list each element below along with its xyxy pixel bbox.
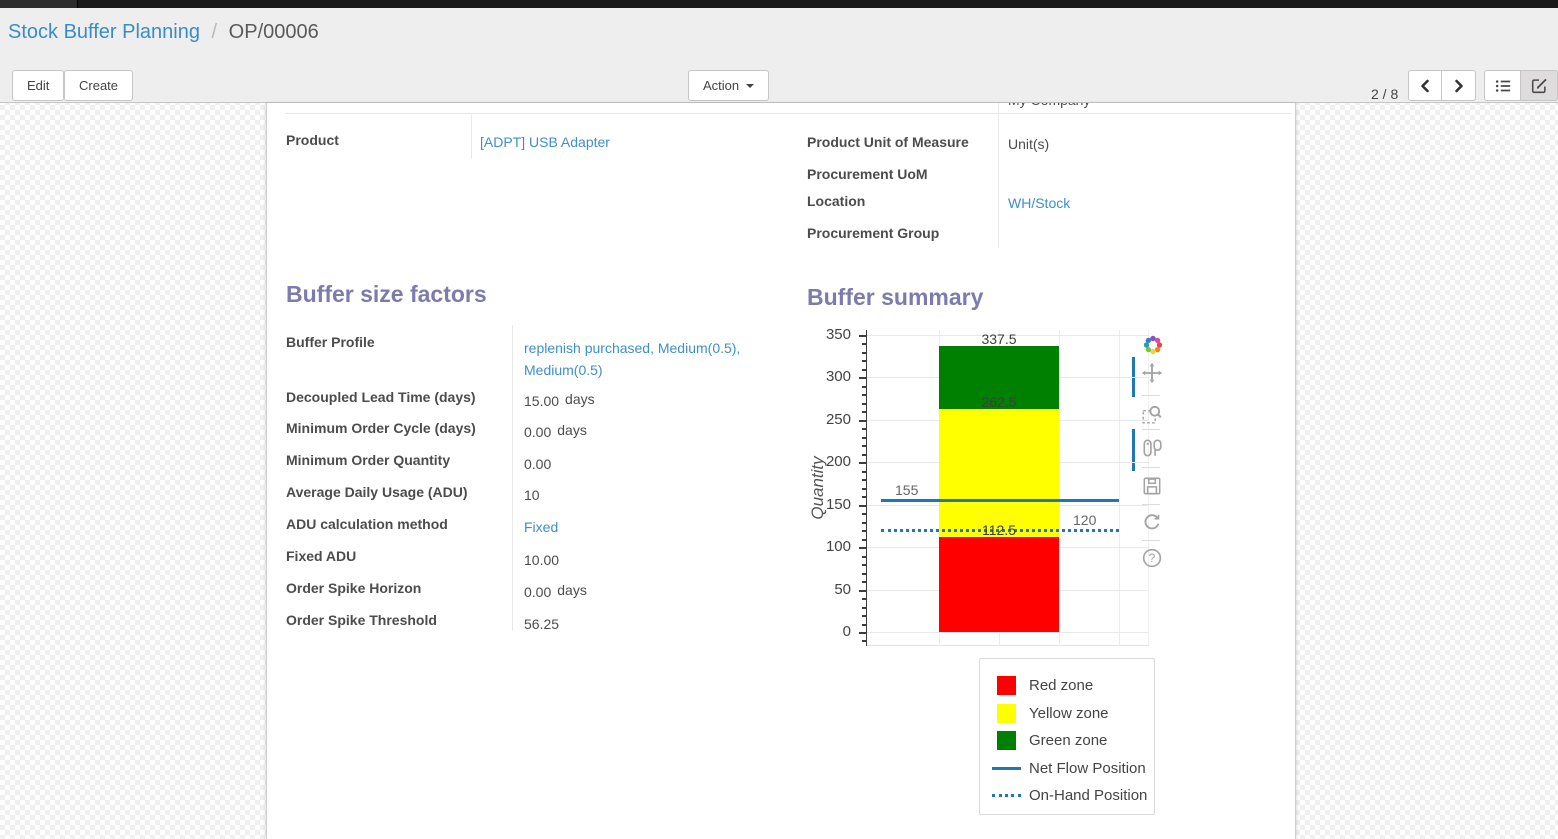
hover-compare-icon[interactable] <box>1141 437 1165 461</box>
adu-method-label: ADU calculation method <box>286 516 448 532</box>
net-flow-line-swatch-icon <box>990 766 1022 770</box>
plotly-logo-icon[interactable] <box>1141 333 1165 357</box>
breadcrumb-parent-link[interactable]: Stock Buffer Planning <box>8 21 200 43</box>
decoupled-lead-time-value: 15.00 days <box>524 391 595 409</box>
modebar-separator <box>1142 467 1160 468</box>
form-view-icon <box>1531 78 1547 93</box>
action-label: Action <box>703 78 740 93</box>
chevron-right-icon <box>1454 79 1463 92</box>
create-button[interactable]: Create <box>64 70 134 101</box>
product-uom-label: Product Unit of Measure <box>807 134 969 150</box>
order-spike-horizon-value: 0.00 days <box>524 582 587 600</box>
caret-down-icon <box>746 83 755 88</box>
view-switcher <box>1484 70 1558 101</box>
location-label: Location <box>807 193 866 209</box>
legend-item[interactable]: On-Hand Position <box>980 782 1154 810</box>
location-value-link[interactable]: WH/Stock <box>1008 195 1071 211</box>
modebar-separator <box>1142 395 1160 396</box>
control-panel: Stock Buffer Planning / OP/00006 Edit Cr… <box>0 8 1558 103</box>
pager-buttons <box>1408 70 1476 101</box>
modebar-separator <box>1142 540 1160 541</box>
product-cell-divider <box>471 115 472 159</box>
box-zoom-icon[interactable] <box>1141 403 1165 427</box>
modebar-active-indicator <box>1132 357 1135 397</box>
pager-counter: 2 / 8 <box>1371 86 1399 102</box>
modebar-active-indicator <box>1132 429 1135 471</box>
fixed-adu-value: 10.00 <box>524 552 560 568</box>
adu-value: 10 <box>524 487 540 503</box>
clipped-row-divider <box>998 103 999 113</box>
breadcrumb-current: OP/00006 <box>228 21 319 43</box>
clipped-row-border <box>286 113 1291 114</box>
product-label: Product <box>286 132 339 148</box>
action-dropdown-button[interactable]: Action <box>688 70 770 101</box>
pan-icon[interactable] <box>1141 362 1165 386</box>
on-hand-line-swatch-icon <box>990 794 1022 798</box>
form-sheet: My Company Product [ADPT] USB Adapter Pr… <box>266 103 1296 839</box>
chart-modebar: ? <box>1132 333 1168 583</box>
buffer-profile-label: Buffer Profile <box>286 334 375 350</box>
factors-divider <box>512 325 513 631</box>
y-axis-title: Quantity <box>808 456 827 520</box>
fixed-adu-label: Fixed ADU <box>286 548 357 564</box>
adu-label: Average Daily Usage (ADU) <box>286 484 468 500</box>
chart-legend: Red zone Yellow zone Green zone Net Flow… <box>979 658 1155 815</box>
pager-next-button[interactable] <box>1442 70 1476 101</box>
list-view-button[interactable] <box>1484 70 1521 101</box>
buffer-summary-title: Buffer summary <box>807 284 984 310</box>
procurement-uom-label: Procurement UoM <box>807 166 928 182</box>
help-icon[interactable]: ? <box>1141 547 1165 571</box>
legend-item[interactable]: Green zone <box>980 727 1154 755</box>
top-menu-strip-left <box>0 0 78 8</box>
list-view-icon <box>1495 79 1510 92</box>
legend-item[interactable]: Net Flow Position <box>980 755 1154 783</box>
legend-item[interactable]: Yellow zone <box>980 700 1154 728</box>
edit-button[interactable]: Edit <box>12 70 65 101</box>
procurement-group-label: Procurement Group <box>807 225 940 241</box>
company-field-clipped: My Company <box>1008 103 1158 112</box>
breadcrumb: Stock Buffer Planning / OP/00006 <box>8 21 319 44</box>
product-value-link[interactable]: [ADPT] USB Adapter <box>480 134 610 150</box>
y-axis-ticks <box>859 330 866 652</box>
modebar-separator <box>1142 504 1160 505</box>
save-icon[interactable] <box>1141 475 1165 499</box>
reset-axes-icon[interactable] <box>1141 511 1165 535</box>
order-spike-threshold-value: 56.25 <box>524 616 560 632</box>
green-zone-swatch-icon <box>990 731 1022 751</box>
min-order-cycle-label: Minimum Order Cycle (days) <box>286 420 476 436</box>
red-zone-swatch-icon <box>990 676 1022 696</box>
legend-item[interactable]: Red zone <box>980 672 1154 700</box>
order-spike-threshold-label: Order Spike Threshold <box>286 612 437 628</box>
min-order-qty-label: Minimum Order Quantity <box>286 452 451 468</box>
min-order-cycle-value: 0.00 days <box>524 422 587 440</box>
decoupled-lead-time-label: Decoupled Lead Time (days) <box>286 389 476 405</box>
svg-text:?: ? <box>1149 551 1156 565</box>
breadcrumb-separator: / <box>211 21 218 43</box>
order-spike-horizon-label: Order Spike Horizon <box>286 580 422 596</box>
pager-previous-button[interactable] <box>1408 70 1442 101</box>
adu-method-value-link[interactable]: Fixed <box>524 519 559 535</box>
product-uom-value: Unit(s) <box>1008 136 1050 152</box>
yellow-zone-swatch-icon <box>990 703 1022 723</box>
plot-area[interactable]: 155 120 112.5 262.5 337.5 <box>867 330 1149 646</box>
min-order-qty-value: 0.00 <box>524 456 552 472</box>
buffer-size-factors-title: Buffer size factors <box>286 281 487 307</box>
modebar-separator <box>1142 429 1160 430</box>
top-menu-strip <box>0 0 1558 8</box>
buffer-profile-value-link[interactable]: replenish purchased, Medium(0.5), Medium… <box>524 340 741 378</box>
form-view-button[interactable] <box>1521 70 1558 101</box>
right-group-divider <box>998 115 999 248</box>
chevron-left-icon <box>1421 79 1429 92</box>
